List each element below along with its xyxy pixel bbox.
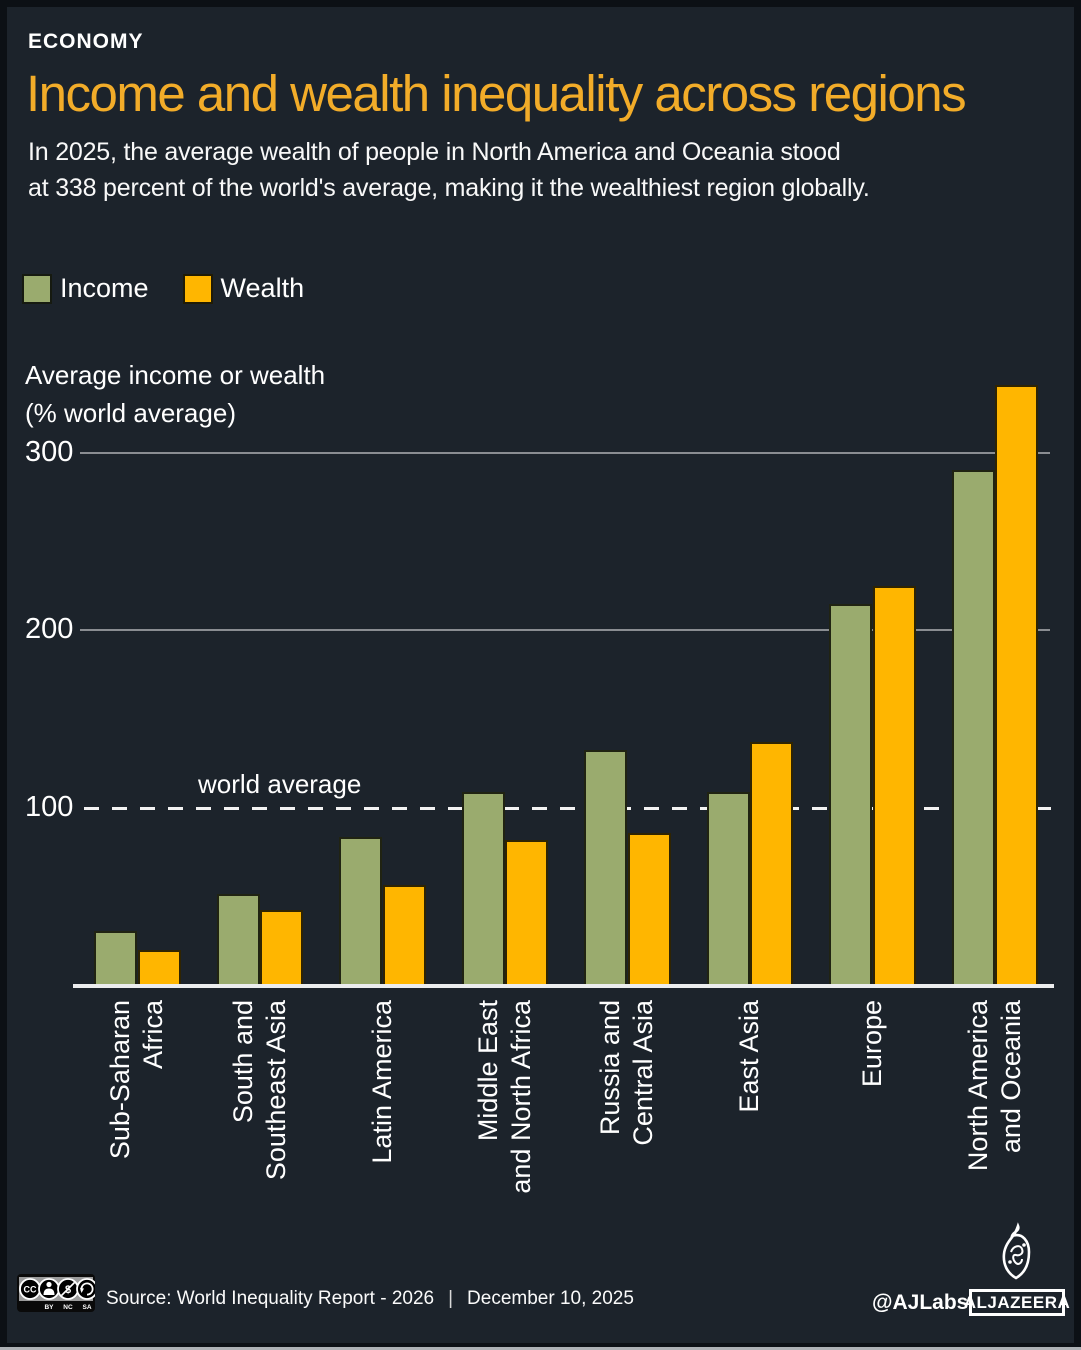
- x-axis-line: [73, 984, 1054, 988]
- world-average-annotation: world average: [198, 769, 362, 799]
- income-label: Income: [60, 273, 149, 303]
- gridline-100: [84, 807, 1055, 811]
- cc-sa-label: SA: [82, 1304, 91, 1311]
- y-axis-unit-line-1: Average income or wealth: [25, 360, 326, 390]
- bar-income-latin-america: [339, 837, 383, 986]
- gridline-300: [80, 451, 1050, 454]
- legend-item-wealth: Wealth: [182, 273, 305, 304]
- source-separator: |: [448, 1288, 454, 1309]
- bar-income-east-asia: [706, 792, 750, 986]
- y-tick-300: 300: [25, 435, 74, 468]
- wealth-label: Wealth: [220, 273, 305, 303]
- bar-wealth-europe: [872, 586, 916, 986]
- bar-wealth-russia-and-central-asia: [627, 833, 671, 986]
- page-title: Income and wealth inequality across regi…: [26, 65, 967, 122]
- x-label-russia-and-central-asia: Russia and Central Asia: [595, 1000, 659, 1146]
- kicker: ECONOMY: [28, 30, 144, 53]
- aljazeera-flame-logo: [1002, 1222, 1031, 1280]
- date-text: December 10, 2025: [467, 1288, 634, 1309]
- x-label-north-america-and-oceania: North America and Oceania: [962, 1000, 1026, 1172]
- x-label-europe: Europe: [856, 1000, 887, 1088]
- x-label-east-asia: East Asia: [734, 1000, 765, 1113]
- bar-wealth-south-and-southeast-asia: [260, 910, 304, 986]
- cc-nc-label: NC: [63, 1304, 73, 1311]
- bar-income-south-and-southeast-asia: [216, 894, 260, 986]
- bar-wealth-north-america-and-oceania: [995, 385, 1039, 986]
- cc-by-label: BY: [44, 1304, 54, 1311]
- bar-wealth-latin-america: [382, 885, 426, 986]
- x-label-south-and-southeast-asia: South and Southeast Asia: [227, 1000, 291, 1181]
- source-line: Source: World Inequality Report - 2026 |…: [106, 1288, 634, 1310]
- legend: Income Wealth: [22, 273, 304, 304]
- bar-income-north-america-and-oceania: [951, 470, 995, 986]
- bar-income-sub-saharan-africa: [94, 931, 137, 986]
- bar-wealth-east-asia: [750, 742, 794, 986]
- y-axis-unit-label: Average income or wealth (% world averag…: [25, 356, 325, 432]
- gridline-200: [80, 629, 1050, 632]
- income-swatch: [22, 273, 52, 304]
- bar-income-russia-and-central-asia: [584, 750, 628, 986]
- subtitle-line-1: In 2025, the average wealth of people in…: [28, 138, 841, 166]
- legend-item-income: Income: [22, 273, 149, 304]
- cc-sa-arrow-icon: [76, 1278, 95, 1300]
- svg-text:CC: CC: [24, 1285, 37, 1295]
- cc-nc-dollar-icon: $: [57, 1278, 79, 1300]
- bar-income-middle-east-and-north-africa: [461, 792, 505, 986]
- aljazeera-wordmark: ALJAZEERA: [964, 1289, 1070, 1316]
- y-tick-100: 100: [25, 791, 74, 824]
- subtitle: In 2025, the average wealth of people in…: [28, 134, 870, 206]
- subtitle-line-2: at 338 percent of the world's average, m…: [28, 174, 870, 202]
- x-label-latin-america: Latin America: [366, 1000, 397, 1164]
- y-tick-200: 200: [25, 613, 74, 646]
- x-label-middle-east-and-north-africa: Middle East and North Africa: [472, 1000, 536, 1194]
- bar-wealth-sub-saharan-africa: [137, 950, 181, 986]
- source-text: Source: World Inequality Report - 2026: [106, 1288, 435, 1309]
- x-label-sub-saharan-africa: Sub-Saharan Africa: [105, 1000, 168, 1160]
- cc-license-badge: CC $ BY NC SA: [17, 1274, 95, 1312]
- ajlabs-credit: @AJLabs: [872, 1291, 969, 1314]
- y-axis-unit-line-2: (% world average): [25, 398, 236, 428]
- bar-wealth-middle-east-and-north-africa: [505, 840, 549, 986]
- wealth-swatch: [182, 273, 213, 304]
- bar-income-europe: [829, 604, 873, 986]
